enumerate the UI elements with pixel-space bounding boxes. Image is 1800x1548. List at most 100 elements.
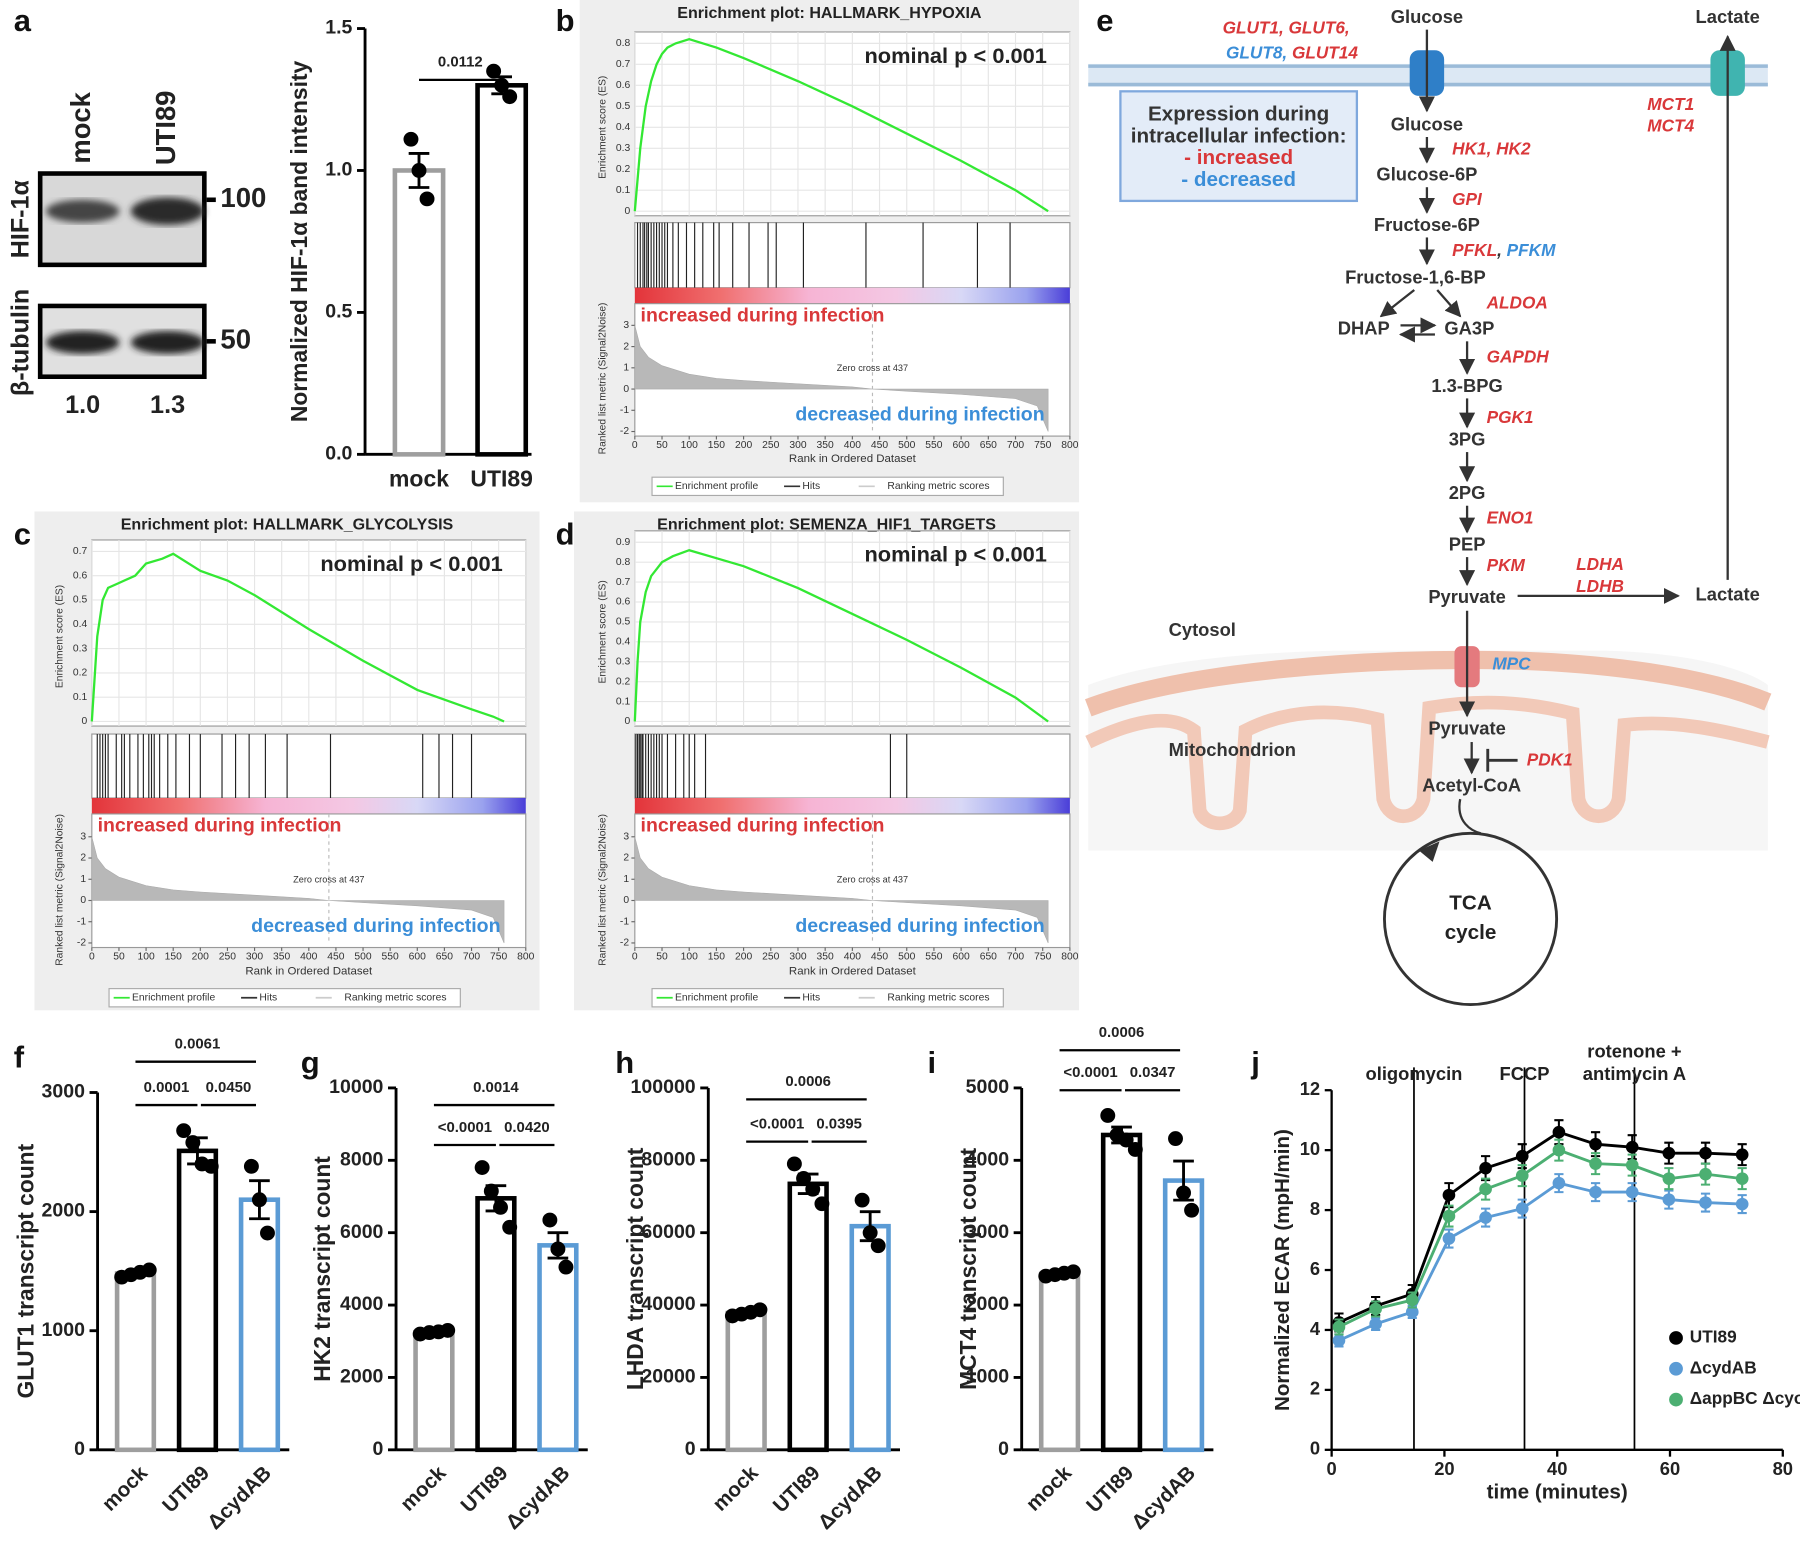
metabolite: PEP — [1449, 534, 1486, 555]
event-label: FCCP — [1500, 1063, 1550, 1084]
y-axis-label: Normalized ECAR (mpH/min) — [1271, 1129, 1294, 1411]
y-tick-label: 3000 — [966, 1221, 1010, 1243]
event-label: oligomycin — [1366, 1063, 1463, 1084]
x-tick-label: 600 — [953, 440, 971, 451]
data-point — [1332, 1320, 1346, 1334]
y-tick-label: 0.4 — [616, 122, 631, 133]
enzyme-part: MCT1 — [1647, 94, 1694, 114]
data-point — [854, 1192, 870, 1208]
data-point — [1127, 1142, 1143, 1157]
bar — [1038, 1271, 1081, 1453]
metabolite: Fructose-6P — [1374, 214, 1480, 235]
quantification: 1.0 — [65, 391, 100, 419]
y-tick-label: 1000 — [966, 1366, 1010, 1388]
metabolite: 3PG — [1449, 429, 1486, 450]
x-tick-label: UTI89 — [456, 1462, 512, 1518]
y-tick-label: 0.8 — [616, 557, 631, 568]
enzyme-part: PKM — [1487, 555, 1526, 575]
y-tick-label: 0.0 — [325, 443, 352, 465]
y-tick-label: 10 — [1300, 1138, 1320, 1159]
down-label: decreased during infection — [251, 915, 500, 937]
data-point — [1589, 1137, 1602, 1151]
y-tick-label: 20000 — [641, 1366, 695, 1388]
enzyme-part: PDK1 — [1527, 749, 1573, 769]
enzyme: PFKL, PFKM — [1452, 240, 1556, 260]
x-tick-label: 500 — [898, 440, 916, 451]
data-point — [1442, 1209, 1456, 1223]
data-point — [419, 191, 435, 207]
p-value: 0.0006 — [1099, 1025, 1145, 1041]
enzyme: LDHB — [1576, 575, 1624, 595]
y-tick-label: 0.5 — [325, 301, 352, 323]
data-point — [752, 1302, 768, 1318]
metabolite: Pyruvate — [1428, 586, 1506, 607]
enzyme: MCT4 — [1647, 115, 1694, 135]
data-point — [176, 1123, 192, 1139]
y-axis-label: Enrichment score (ES) — [54, 585, 65, 688]
data-point — [796, 1170, 812, 1186]
x-axis-label: time (minutes) — [1487, 1481, 1628, 1504]
x-tick-label: 350 — [817, 440, 835, 451]
x-tick-label: 800 — [1061, 951, 1079, 962]
data-point — [260, 1225, 275, 1241]
legend-line: intracellular infection: — [1131, 124, 1347, 147]
data-point — [1735, 1148, 1749, 1161]
x-tick-label: 550 — [925, 951, 943, 962]
x-tick-label: 50 — [656, 440, 668, 451]
legend-label: Hits — [259, 992, 277, 1003]
y-tick-label: 0.2 — [616, 676, 631, 687]
data-point — [550, 1241, 566, 1257]
data-point — [1442, 1232, 1456, 1245]
x-tick-label: 350 — [817, 951, 835, 962]
enrichment-line — [633, 549, 1049, 723]
y-tick-label: 0.5 — [616, 617, 631, 628]
x-tick-label: ΔcydAB — [814, 1462, 887, 1535]
tca-label: cycle — [1445, 921, 1497, 944]
chart-title: Enrichment plot: HALLMARK_GLYCOLYSIS — [121, 515, 454, 533]
x-tick-label: 700 — [1007, 440, 1025, 451]
x-tick-label: 650 — [980, 951, 998, 962]
x-tick-label: 200 — [735, 440, 753, 451]
x-tick-label: UTI89 — [769, 1462, 825, 1518]
tca-label: TCA — [1449, 892, 1492, 915]
data-point — [483, 1183, 499, 1199]
data-point — [1332, 1334, 1346, 1347]
hits-area — [634, 222, 1071, 289]
data-point — [1065, 1264, 1081, 1280]
enzyme: PGK1 — [1487, 406, 1534, 426]
metabolite: Fructose-1,6-BP — [1345, 266, 1486, 287]
arrow — [1436, 289, 1462, 318]
legend-box — [651, 476, 1004, 497]
y-axis-label: Normalized HIF-1α band intensity — [286, 61, 312, 423]
x-tick-label: 600 — [953, 951, 971, 962]
x-tick-label: 0 — [632, 440, 638, 451]
data-point — [542, 1212, 558, 1228]
x-tick-label: 80 — [1773, 1458, 1793, 1479]
y-tick-label: 0 — [81, 716, 87, 727]
y-tick-label: 3000 — [42, 1081, 86, 1103]
y-tick-label: 2000 — [42, 1200, 86, 1222]
x-tick-label: ΔcydAB — [203, 1462, 276, 1535]
panel-letter: i — [928, 1045, 937, 1080]
y-tick-label: 0.4 — [616, 637, 631, 648]
metric-tick-label: 3 — [623, 832, 629, 843]
metric-area — [634, 813, 1071, 949]
y-tick-label: 0 — [1310, 1438, 1320, 1459]
y-tick-label: 12 — [1300, 1078, 1320, 1099]
x-tick-label: 150 — [165, 951, 183, 962]
y-tick-label: 60000 — [641, 1221, 695, 1243]
legend-swatch — [1669, 1361, 1683, 1376]
y-tick-label: 0.7 — [73, 546, 88, 557]
metric-tick-label: -1 — [620, 405, 629, 416]
y-tick-label: 0.6 — [73, 570, 88, 581]
p-value: 0.0112 — [438, 55, 483, 71]
x-tick-label: UTI89 — [1082, 1462, 1138, 1518]
panel-letter: f — [14, 1040, 25, 1075]
y-tick-label: 8 — [1310, 1198, 1320, 1219]
metabolite: 2PG — [1449, 482, 1486, 503]
y-tick-label: 0.9 — [616, 537, 631, 548]
enzyme: GLUT8, GLUT14 — [1226, 42, 1358, 62]
y-tick-label: 2000 — [966, 1293, 1010, 1315]
rank-colorbar — [634, 287, 1070, 304]
event-label: antimycin A — [1583, 1063, 1686, 1084]
